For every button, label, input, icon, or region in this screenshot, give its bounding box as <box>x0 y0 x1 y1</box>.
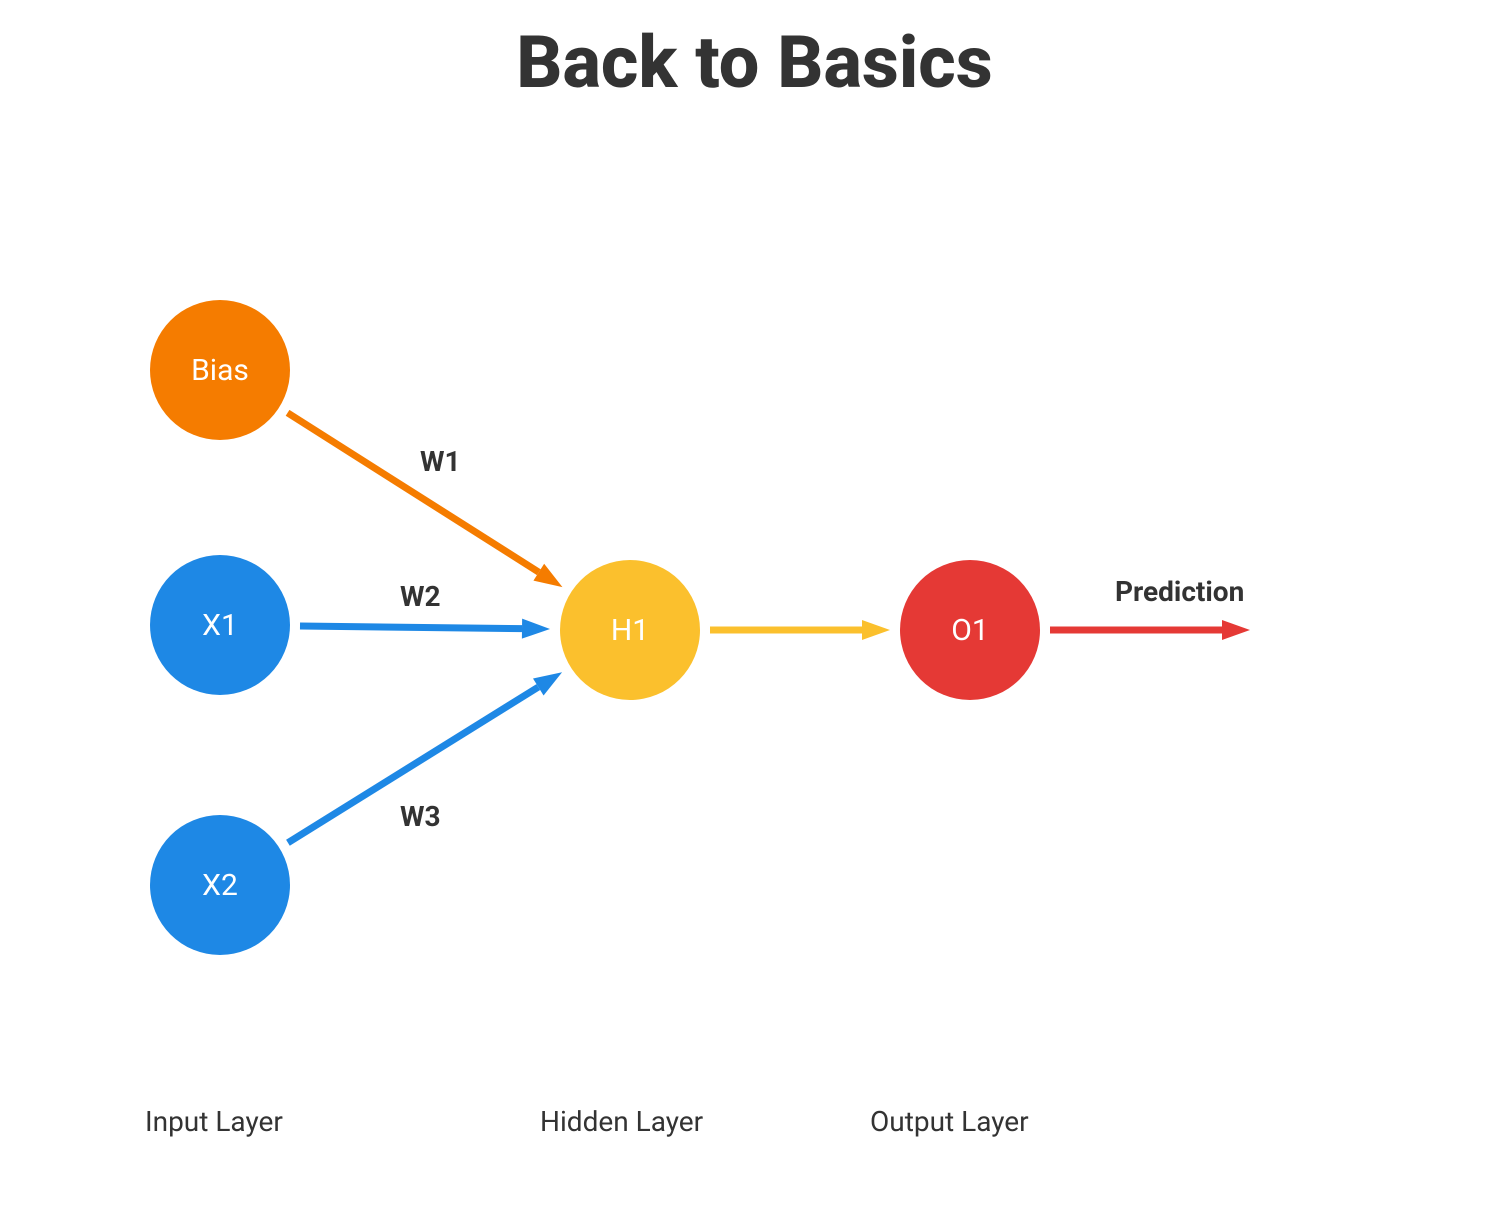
output-layer-label: Output Layer <box>870 1105 1029 1138</box>
edge-label-pred: Prediction <box>1115 575 1244 608</box>
node-x1: X1 <box>150 555 290 695</box>
node-o1: O1 <box>900 560 1040 700</box>
edge-label-w2: W2 <box>400 580 441 613</box>
network-diagram: Bias X1 X2 H1 O1 W1 W2 W3 Prediction Input Layer H… <box>0 0 1509 1219</box>
input-layer-label: Input Layer <box>145 1105 283 1138</box>
edge-label-w1: W1 <box>420 445 461 478</box>
node-bias: Bias <box>150 300 290 440</box>
hidden-layer-label: Hidden Layer <box>540 1105 703 1138</box>
node-x2: X2 <box>150 815 290 955</box>
edge-label-w3: W3 <box>400 800 441 833</box>
node-h1: H1 <box>560 560 700 700</box>
